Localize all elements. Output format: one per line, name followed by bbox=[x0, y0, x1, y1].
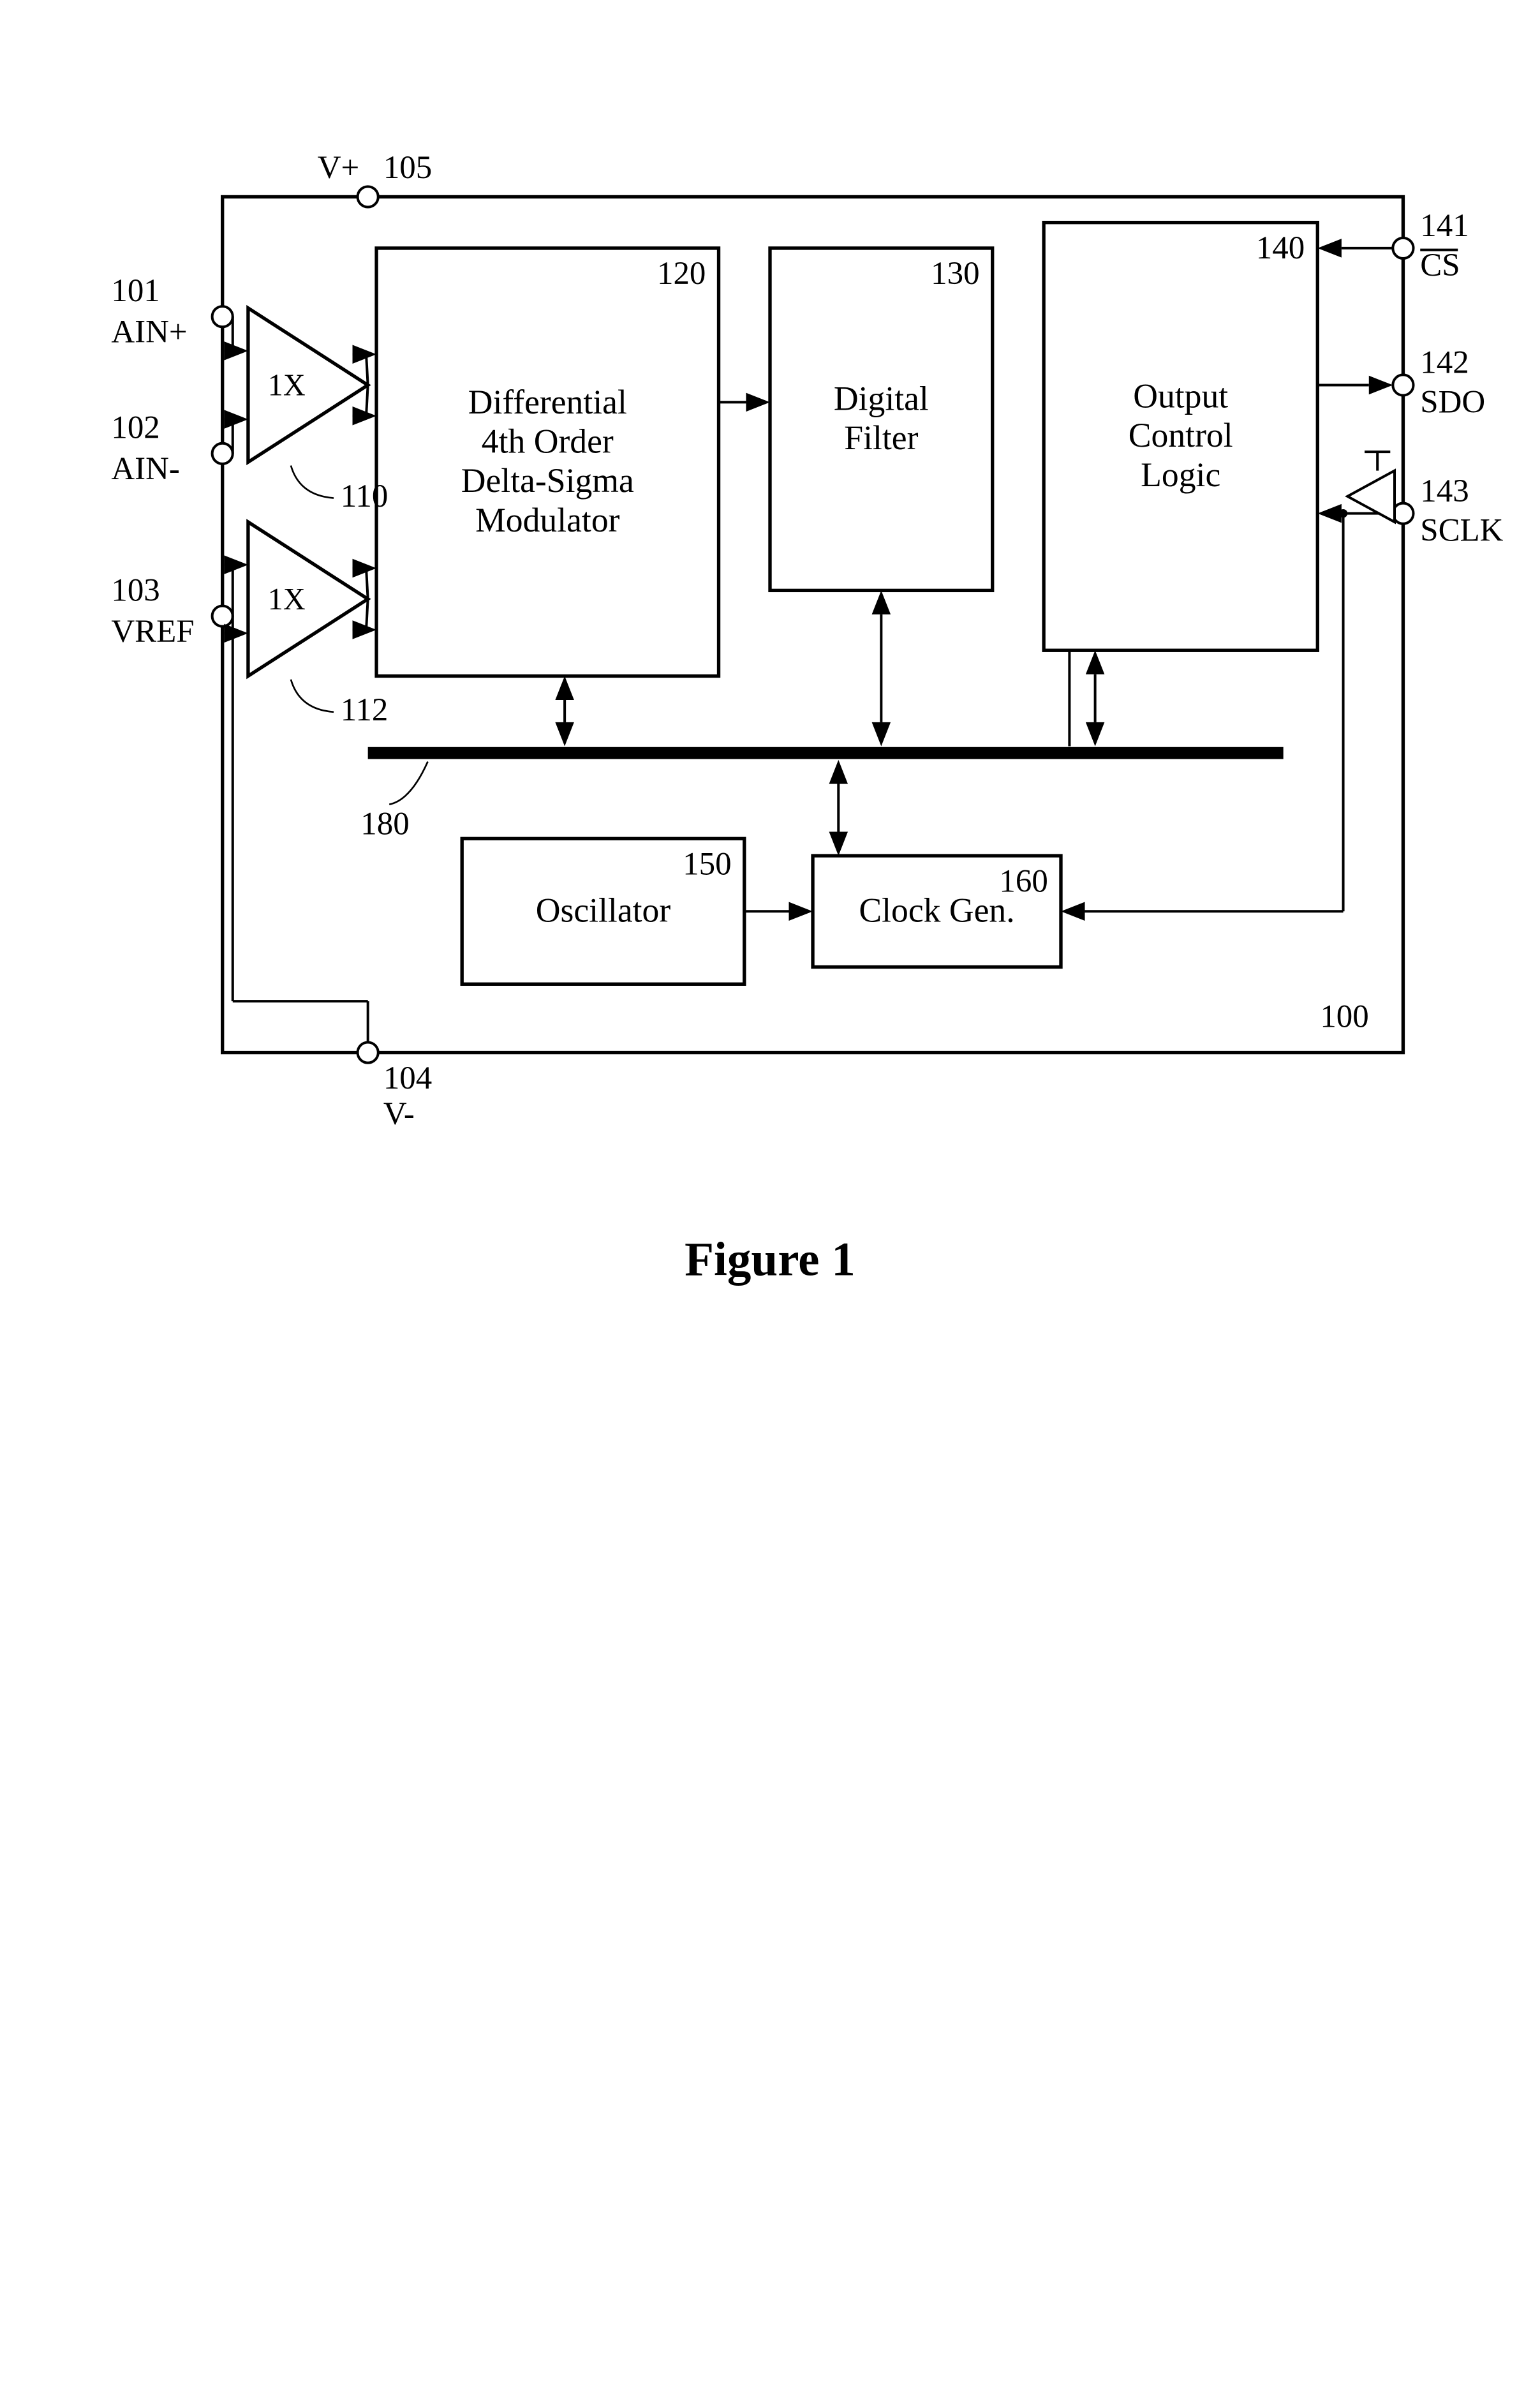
digital_filter-ref: 130 bbox=[931, 256, 979, 292]
pin-cs-label: CS bbox=[1420, 248, 1460, 283]
modulator-label-1: 4th Order bbox=[482, 422, 614, 460]
pin-ain_plus-num: 101 bbox=[111, 273, 159, 309]
bus-ref: 180 bbox=[360, 807, 409, 842]
buffer1-ref: 110 bbox=[341, 479, 389, 514]
pin-ain_minus-num: 102 bbox=[111, 410, 159, 446]
digital_filter-label-1: Filter bbox=[844, 419, 918, 457]
output_logic-label-0: Output bbox=[1133, 376, 1228, 415]
clock_gen-label-0: Clock Gen. bbox=[859, 891, 1014, 929]
modulator-label-0: Differential bbox=[468, 383, 627, 421]
buffer2-label: 1X bbox=[268, 583, 306, 616]
oscillator-label-0: Oscillator bbox=[536, 891, 671, 929]
pin-vplus-num: 105 bbox=[383, 150, 432, 186]
digital_filter-label-0: Digital bbox=[834, 379, 929, 417]
pin-cs-num: 141 bbox=[1420, 208, 1469, 244]
pin-sdo-num: 142 bbox=[1420, 345, 1469, 381]
pin-ain_plus-label: AIN+ bbox=[111, 314, 187, 350]
modulator-label-3: Modulator bbox=[475, 501, 620, 539]
pin-vref-num: 103 bbox=[111, 572, 159, 608]
output_logic-ref: 140 bbox=[1256, 230, 1305, 266]
pin-vminus-num: 104 bbox=[383, 1060, 432, 1096]
chip-ref: 100 bbox=[1320, 999, 1368, 1034]
output_logic-label-1: Control bbox=[1129, 416, 1233, 454]
pin-vplus-label: V+ bbox=[318, 150, 360, 186]
buffer1-label: 1X bbox=[268, 369, 306, 403]
modulator-label-2: Delta-Sigma bbox=[461, 461, 634, 500]
buffer1-buffer bbox=[248, 308, 368, 462]
output_logic-label-2: Logic bbox=[1141, 456, 1220, 494]
modulator-ref: 120 bbox=[657, 256, 706, 292]
buffer2-buffer bbox=[248, 522, 368, 676]
figure-label: Figure 1 bbox=[685, 1233, 855, 1286]
pin-vminus-label: V- bbox=[383, 1096, 415, 1132]
pin-vref-label: VREF bbox=[111, 614, 194, 650]
oscillator-ref: 150 bbox=[683, 847, 731, 882]
pin-ain_minus-label: AIN- bbox=[111, 451, 180, 487]
pin-sclk-label: SCLK bbox=[1420, 513, 1503, 549]
pin-sdo-label: SDO bbox=[1420, 384, 1485, 420]
buffer2-ref: 112 bbox=[341, 692, 389, 728]
block-diagram: 100 120 Differential4th OrderDelta-SigmaMo… bbox=[0, 0, 1540, 2396]
pin-sclk-num: 143 bbox=[1420, 473, 1469, 509]
